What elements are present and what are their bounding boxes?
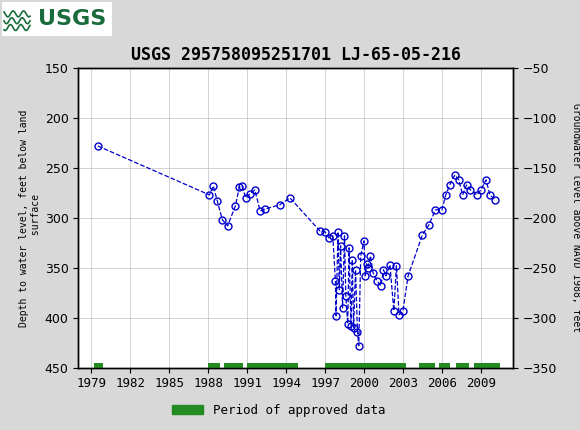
Bar xyxy=(456,362,469,368)
Title: USGS 295758095251701 LJ-65-05-216: USGS 295758095251701 LJ-65-05-216 xyxy=(131,46,461,64)
Bar xyxy=(474,362,501,368)
Bar xyxy=(2,2,112,36)
Y-axis label: Groundwater level above NAVD 1988, feet: Groundwater level above NAVD 1988, feet xyxy=(571,103,580,332)
Bar xyxy=(224,362,243,368)
Bar xyxy=(247,362,298,368)
Text: USGS: USGS xyxy=(38,9,106,29)
Bar xyxy=(208,362,220,368)
Bar xyxy=(439,362,450,368)
Bar xyxy=(94,362,103,368)
Bar xyxy=(325,362,405,368)
Legend: Period of approved data: Period of approved data xyxy=(166,399,390,421)
Bar xyxy=(419,362,436,368)
Y-axis label: Depth to water level, feet below land
 surface: Depth to water level, feet below land su… xyxy=(19,109,41,326)
